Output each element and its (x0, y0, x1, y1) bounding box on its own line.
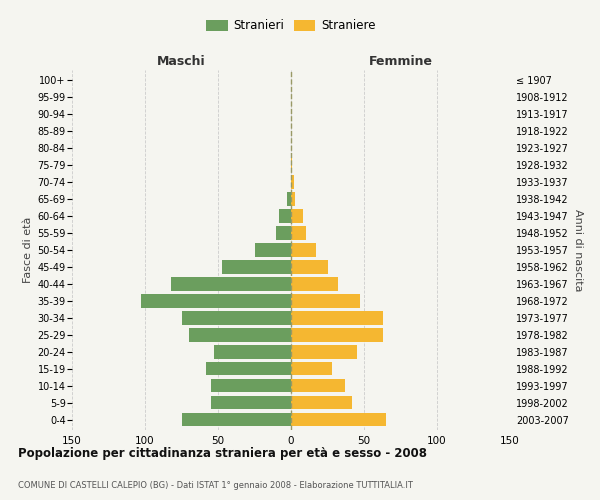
Text: COMUNE DI CASTELLI CALEPIO (BG) - Dati ISTAT 1° gennaio 2008 - Elaborazione TUTT: COMUNE DI CASTELLI CALEPIO (BG) - Dati I… (18, 480, 413, 490)
Bar (291, 328, 383, 342)
Bar (140, 294, 291, 308)
Bar (291, 312, 383, 324)
Bar (171, 278, 291, 290)
Bar (277, 226, 291, 239)
Bar (291, 260, 328, 274)
Bar (291, 396, 352, 409)
Bar (291, 176, 294, 188)
Bar (287, 192, 291, 205)
Y-axis label: Fasce di età: Fasce di età (23, 217, 33, 283)
Bar (182, 413, 291, 426)
Bar (223, 260, 291, 274)
Bar (291, 226, 305, 239)
Bar (291, 294, 359, 308)
Bar (291, 244, 316, 256)
Bar (291, 210, 302, 222)
Text: Maschi: Maschi (157, 56, 206, 68)
Bar (291, 413, 386, 426)
Bar (214, 346, 291, 358)
Bar (182, 312, 291, 324)
Bar (254, 244, 291, 256)
Bar (211, 379, 291, 392)
Bar (291, 379, 345, 392)
Bar (291, 346, 356, 358)
Bar (291, 158, 292, 172)
Bar (189, 328, 291, 342)
Bar (291, 192, 295, 205)
Bar (291, 362, 332, 376)
Bar (211, 396, 291, 409)
Text: Popolazione per cittadinanza straniera per età e sesso - 2008: Popolazione per cittadinanza straniera p… (18, 448, 427, 460)
Text: Femmine: Femmine (368, 56, 433, 68)
Bar (291, 278, 338, 290)
Bar (206, 362, 291, 376)
Bar (280, 210, 291, 222)
Y-axis label: Anni di nascita: Anni di nascita (573, 209, 583, 291)
Legend: Stranieri, Straniere: Stranieri, Straniere (203, 16, 379, 36)
